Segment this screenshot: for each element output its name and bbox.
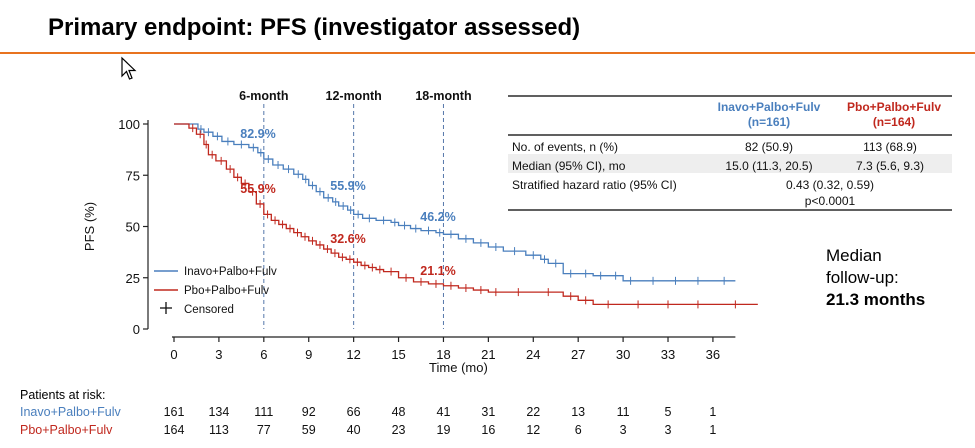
table-row-label-1: Median (95% CI), mo <box>512 159 626 173</box>
x-tick-label-18: 18 <box>436 347 450 362</box>
x-tick-label-30: 30 <box>616 347 630 362</box>
landmark-label-18: 18-month <box>415 89 471 103</box>
y-axis-label: PFS (%) <box>82 202 97 251</box>
risk-value-1-10: 3 <box>619 423 627 437</box>
risk-value-0-5: 48 <box>391 405 406 419</box>
landmark-inavo-value-18: 46.2% <box>420 210 455 224</box>
x-tick-label-12: 12 <box>346 347 360 362</box>
landmark-label-12: 12-month <box>326 89 382 103</box>
table-row-c2-0: 113 (68.9) <box>863 140 917 154</box>
risk-title: Patients at risk: <box>20 388 106 402</box>
followup-value: 21.3 months <box>826 290 926 309</box>
table-row-shade <box>508 154 952 173</box>
risk-value-1-5: 23 <box>391 423 406 437</box>
legend-pbo-label: Pbo+Palbo+Fulv <box>184 285 269 297</box>
risk-value-1-8: 12 <box>526 423 541 437</box>
landmark-label-6: 6-month <box>239 89 288 103</box>
table-header-inavo-name: Inavo+Palbo+Fulv <box>717 100 821 114</box>
legend-inavo-label: Inavo+Palbo+Fulv <box>184 266 277 278</box>
risk-value-0-3: 92 <box>301 405 316 419</box>
followup-line1: Median <box>826 246 882 265</box>
followup-note: Median follow-up: 21.3 months <box>826 245 925 311</box>
x-axis-label: Time (mo) <box>429 360 488 375</box>
y-tick-label-25: 25 <box>126 271 140 286</box>
risk-value-1-3: 59 <box>301 423 316 437</box>
risk-value-0-9: 13 <box>571 405 586 419</box>
x-tick-label-9: 9 <box>305 347 312 362</box>
risk-value-0-7: 31 <box>481 405 496 419</box>
title-rule <box>0 52 975 54</box>
y-tick-label-0: 0 <box>133 322 140 337</box>
x-tick-label-27: 27 <box>571 347 585 362</box>
table-header-pbo-n: (n=164) <box>872 115 916 129</box>
risk-value-1-4: 40 <box>346 423 361 437</box>
risk-row-inavo-label: Inavo+Palbo+Fulv <box>20 405 121 419</box>
risk-value-0-10: 11 <box>616 405 630 419</box>
risk-value-0-2: 111 <box>254 405 274 419</box>
x-tick-label-24: 24 <box>526 347 540 362</box>
y-tick-label-75: 75 <box>126 168 140 183</box>
risk-row-pbo-label: Pbo+Palbo+Fulv <box>20 423 113 437</box>
risk-value-0-4: 66 <box>346 405 361 419</box>
table-row-label-2: Stratified hazard ratio (95% CI) <box>512 178 677 192</box>
table-header-pbo: Pbo+Palbo+Fulv (n=164) <box>832 100 956 130</box>
x-tick-label-3: 3 <box>215 347 222 362</box>
table-row-c1-0: 82 (50.9) <box>745 140 793 154</box>
series-line-0 <box>174 123 736 282</box>
x-tick-label-33: 33 <box>661 347 675 362</box>
risk-value-1-6: 19 <box>436 423 451 437</box>
risk-value-1-9: 6 <box>574 423 582 437</box>
table-header-inavo: Inavo+Palbo+Fulv (n=161) <box>704 100 834 130</box>
y-tick-label-50: 50 <box>126 220 140 235</box>
x-tick-label-15: 15 <box>391 347 405 362</box>
risk-value-1-1: 113 <box>208 423 229 437</box>
x-tick-label-21: 21 <box>481 347 495 362</box>
x-tick-label-0: 0 <box>170 347 177 362</box>
page-title: Primary endpoint: PFS (investigator asse… <box>48 14 581 41</box>
table-row-label-0: No. of events, n (%) <box>512 140 618 154</box>
risk-value-0-8: 22 <box>526 405 541 419</box>
x-tick-label-36: 36 <box>706 347 720 362</box>
risk-value-0-12: 1 <box>709 405 717 419</box>
y-tick-label-100: 100 <box>118 117 140 132</box>
table-row-c2-1: 7.3 (5.6, 9.3) <box>856 159 924 173</box>
landmark-pbo-value-12: 32.6% <box>330 232 365 246</box>
table-header-inavo-n: (n=161) <box>747 115 791 129</box>
risk-value-1-11: 3 <box>664 423 672 437</box>
risk-value-0-1: 134 <box>208 405 230 419</box>
table-row-hr-value: 0.43 (0.32, 0.59) <box>786 178 874 192</box>
risk-value-0-0: 161 <box>163 405 185 419</box>
x-tick-label-6: 6 <box>260 347 267 362</box>
risk-value-1-12: 1 <box>709 423 717 437</box>
cursor-icon <box>121 56 137 80</box>
landmark-inavo-value-6: 82.9% <box>240 127 275 141</box>
risk-value-1-2: 77 <box>256 423 271 437</box>
landmark-inavo-value-12: 55.9% <box>330 179 365 193</box>
risk-value-0-11: 5 <box>664 405 672 419</box>
risk-value-1-0: 164 <box>163 423 185 437</box>
table-row-c1-1: 15.0 (11.3, 20.5) <box>725 159 812 173</box>
risk-value-1-7: 16 <box>481 423 496 437</box>
risk-value-0-6: 41 <box>436 405 451 419</box>
table-header-pbo-name: Pbo+Palbo+Fulv <box>846 100 942 114</box>
followup-line2: follow-up: <box>826 268 899 287</box>
legend-censored-label: Censored <box>184 304 234 316</box>
table-row-pvalue: p<0.0001 <box>805 194 856 208</box>
landmark-pbo-value-18: 21.1% <box>420 264 455 278</box>
